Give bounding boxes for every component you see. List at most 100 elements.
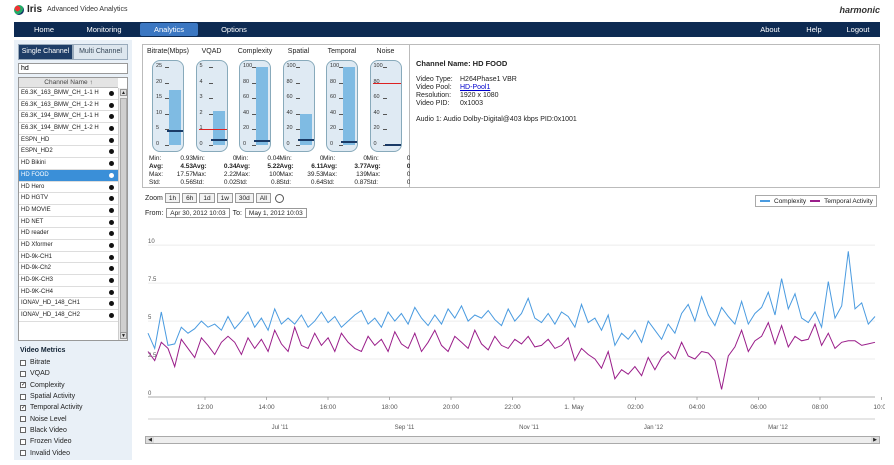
to-label: To: (232, 209, 242, 217)
channel-row[interactable]: HD reader (19, 228, 118, 240)
gauge-average-bar (167, 129, 183, 132)
channel-row[interactable]: HD Xformer (19, 240, 118, 252)
range-left-icon[interactable]: ◀ (146, 437, 154, 443)
zoom-30d-button[interactable]: 30d (234, 193, 254, 203)
checkbox-icon[interactable]: ✓ (20, 404, 27, 411)
stat-value: 0.64 (310, 179, 324, 186)
video-pool-link[interactable]: HD-Pool1 (460, 84, 491, 91)
zoom-1d-button[interactable]: 1d (199, 193, 215, 203)
channel-row[interactable]: IONAV_HD_148_CH1 (19, 298, 118, 311)
metric-complexity[interactable]: ✓ Complexity (20, 380, 132, 391)
tab-single-channel[interactable]: Single Channel (18, 44, 73, 60)
gauge-tick-label: 3 (199, 94, 203, 101)
metric-black-video[interactable]: Black Video (20, 425, 132, 436)
metric-vqad[interactable]: VQAD (20, 368, 132, 379)
channel-list: Channel Name ↑ E6.3K_163_BMW_CH_1-1 H E6.… (18, 77, 128, 341)
metric-invalid-video[interactable]: Invalid Video (20, 447, 132, 458)
status-dot-icon (109, 102, 114, 108)
legend-temporal[interactable]: Temporal Activity (824, 197, 873, 205)
checkbox-icon[interactable] (20, 370, 26, 377)
status-dot-icon (109, 231, 114, 237)
gauge-tick-label: 25 (156, 63, 163, 69)
legend-complexity[interactable]: Complexity (774, 197, 807, 205)
zoom-1h-button[interactable]: 1h (164, 193, 181, 203)
nav-options[interactable]: Options (221, 25, 247, 34)
zoom-all-button[interactable]: All (255, 193, 272, 203)
channel-row[interactable]: E6.3K_194_BMW_CH_1-1 H (19, 111, 118, 124)
checkbox-icon[interactable] (20, 393, 26, 400)
metric-frozen-video[interactable]: Frozen Video (20, 436, 132, 447)
channel-row[interactable]: E6.3K_163_BMW_CH_1-1 H (19, 88, 118, 100)
channel-row[interactable]: IONAV_HD_148_CH2 (19, 310, 118, 322)
channel-row[interactable]: HD Bikini (19, 158, 118, 170)
channel-row[interactable]: HD MOVIE (19, 205, 118, 217)
metric-temporal-activity[interactable]: ✓ Temporal Activity (20, 402, 132, 413)
scroll-down-icon[interactable]: ▼ (120, 332, 127, 339)
channel-name: HD-9K-CH4 (21, 288, 54, 295)
gauge-tick (339, 129, 343, 131)
gauge-tick (339, 82, 343, 84)
channel-search-input[interactable] (18, 63, 128, 74)
channel-name: ESPN_HD2 (21, 148, 53, 155)
channel-row[interactable]: HD HGTV (19, 193, 118, 205)
channel-row[interactable]: HD-9K-CH4 (19, 287, 118, 299)
stat-value: 4.53 (180, 163, 193, 170)
from-date-input[interactable]: Apr 30, 2012 10:03 (166, 208, 230, 218)
scroll-up-icon[interactable]: ▲ (120, 89, 127, 96)
checkbox-icon[interactable] (20, 438, 26, 445)
nav-analytics[interactable]: Analytics (140, 23, 198, 36)
gauge-tick-label: 60 (286, 94, 293, 101)
channel-row[interactable]: HD-9k-Ch2 (19, 263, 118, 275)
audio-info: Audio 1: Audio Dolby-Digital@403 kbps PI… (416, 116, 873, 124)
zoom-6h-button[interactable]: 6h (182, 193, 198, 203)
range-scrollbar[interactable]: ◀ ▶ (145, 436, 880, 444)
series-line-complexity (147, 251, 876, 351)
metric-spatial-activity[interactable]: Spatial Activity (20, 391, 132, 402)
tab-multi-channel[interactable]: Multi Channel (73, 44, 128, 60)
nav-monitoring[interactable]: Monitoring (86, 25, 122, 34)
channel-list-header[interactable]: Channel Name ↑ (19, 78, 118, 88)
channel-row[interactable]: HD-9K-CH3 (19, 275, 118, 287)
gauge-tick-label: 40 (286, 109, 293, 116)
to-date-input[interactable]: May 1, 2012 10:03 (244, 208, 307, 218)
x-tick-label: 08:00 (812, 404, 829, 411)
scroll-thumb[interactable] (120, 98, 127, 333)
gauge-average-bar (384, 144, 401, 146)
channel-row[interactable]: ESPN_HD (19, 135, 118, 147)
nav-logout[interactable]: Logout (846, 25, 870, 34)
channel-row[interactable]: HD FOOD (19, 169, 118, 182)
channel-row[interactable]: E6.3K_194_BMW_CH_1-2 H (19, 123, 118, 135)
x-tick-label: 06:00 (750, 404, 767, 411)
channel-row[interactable]: HD NET (19, 217, 118, 229)
range-right-icon[interactable]: ▶ (871, 437, 879, 443)
gauge-fill (299, 114, 312, 145)
nav-help[interactable]: Help (806, 25, 822, 34)
gauge-tick-label: 5 (156, 125, 160, 132)
checkbox-icon[interactable] (20, 416, 26, 423)
refresh-icon[interactable] (275, 193, 285, 203)
checkbox-icon[interactable] (20, 427, 26, 434)
gauge-tick (252, 113, 256, 115)
gauge-tick (295, 145, 300, 146)
gauge-tick (339, 113, 343, 115)
channel-row[interactable]: E6.3K_163_BMW_CH_1-2 H (19, 100, 118, 112)
gauge-tick-label: 20 (330, 125, 337, 132)
nav-home[interactable]: Home (33, 25, 54, 34)
checkbox-icon[interactable] (20, 450, 26, 457)
checkbox-icon[interactable] (20, 359, 26, 366)
checkbox-icon[interactable]: ✓ (20, 382, 27, 389)
metrics-line-chart[interactable]: 0 2.5 5 7.5 10 12:00 14:00 16:00 18:00 20:00 22:00… (140, 222, 885, 442)
stat-label: Max: (192, 171, 207, 178)
channel-row[interactable]: HD Hero (19, 182, 118, 194)
status-dot-icon (109, 172, 114, 178)
stat-value: 0.8 (270, 179, 280, 186)
nav-about[interactable]: About (760, 25, 780, 34)
metric-noise-level[interactable]: Noise Level (20, 413, 132, 424)
zoom-1w-button[interactable]: 1w (216, 193, 233, 203)
zoom-label: Zoom (145, 194, 163, 202)
channel-list-scrollbar[interactable]: ▲ ▼ (118, 88, 127, 340)
gauge-tick-label: 0 (330, 141, 334, 147)
metric-bitrate[interactable]: Bitrate (20, 357, 132, 368)
channel-row[interactable]: HD-9k-CH1 (19, 252, 118, 264)
channel-row[interactable]: ESPN_HD2 (19, 146, 118, 159)
